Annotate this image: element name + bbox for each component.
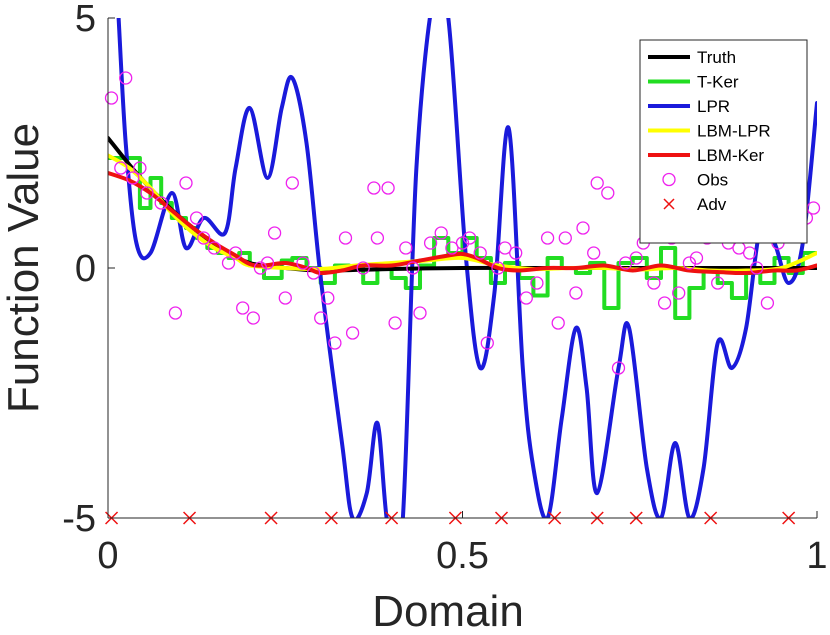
obs-point <box>509 246 523 260</box>
obs-point <box>480 336 494 350</box>
obs-point <box>370 231 385 245</box>
legend-label-obs: Obs <box>697 171 728 190</box>
legend-box <box>639 39 808 244</box>
obs-point <box>267 226 282 240</box>
y-tick-label: -5 <box>62 498 96 540</box>
obs-point <box>618 256 633 270</box>
legend-label-t-ker: T-Ker <box>697 73 739 92</box>
obs-point <box>558 231 572 245</box>
obs-point <box>246 311 260 325</box>
obs-point <box>126 171 140 185</box>
obs-point <box>742 246 757 260</box>
obs-point <box>760 296 775 310</box>
legend-swatch-obs <box>662 172 676 187</box>
legend-label-lbm-ker: LBM-Ker <box>697 146 764 165</box>
legend-swatch-adv <box>663 198 675 210</box>
obs-point <box>306 266 321 280</box>
obs-point <box>328 336 342 350</box>
obs-point <box>381 181 395 195</box>
obs-point <box>367 181 381 195</box>
series-line-lbm-ker <box>108 171 817 276</box>
obs-point <box>462 231 477 245</box>
axes-layer: 0 0.5 1-505 <box>62 0 827 577</box>
obs-point <box>611 361 626 375</box>
obs-point <box>356 261 370 275</box>
obs-point <box>133 161 147 175</box>
obs-point <box>197 231 211 245</box>
obs-point <box>587 246 601 260</box>
obs-point <box>221 256 236 270</box>
obs-point <box>114 161 128 175</box>
obs-point <box>576 221 590 235</box>
obs-point <box>388 316 402 330</box>
obs-point <box>711 276 725 290</box>
obs-point <box>423 236 438 250</box>
legend-label-truth: Truth <box>697 48 736 67</box>
obs-point <box>168 306 183 320</box>
x-tick-label: 1 <box>806 535 827 577</box>
obs-point <box>647 276 661 290</box>
obs-point <box>189 211 204 225</box>
x-axis-label: Domain <box>372 587 524 635</box>
obs-point <box>519 291 533 305</box>
obs-point <box>530 276 544 290</box>
obs-point <box>434 226 448 240</box>
series-line-lpr <box>116 18 817 518</box>
obs-point <box>590 176 604 190</box>
x-tick-label: 0.5 <box>436 535 489 577</box>
obs-point <box>278 291 292 305</box>
obs-point <box>228 246 243 260</box>
obs-point <box>473 246 487 260</box>
obs-point <box>154 196 168 210</box>
legend-label-lbm-lpr: LBM-LPR <box>697 122 771 141</box>
obs-point <box>140 186 154 200</box>
y-tick-label: 0 <box>75 248 96 290</box>
obs-point <box>321 291 335 305</box>
obs-point <box>119 71 133 85</box>
obs-point <box>551 316 565 330</box>
obs-point <box>314 311 328 325</box>
x-tick-label: 0 <box>97 535 118 577</box>
obs-point <box>260 256 275 270</box>
obs-point <box>236 301 250 315</box>
obs-point <box>455 236 470 250</box>
obs-point <box>445 241 459 255</box>
obs-point <box>338 231 353 245</box>
obs-point <box>179 176 193 190</box>
obs-point <box>406 261 420 275</box>
obs-point <box>672 286 686 300</box>
obs-point <box>629 251 643 265</box>
y-tick-label: 5 <box>75 0 96 40</box>
obs-point <box>689 251 704 265</box>
obs-point <box>498 241 512 255</box>
obs-point <box>285 176 299 190</box>
legend-label-adv: Adv <box>697 195 727 214</box>
legend-label-lpr: LPR <box>697 97 730 116</box>
obs-point <box>569 286 583 300</box>
obs-point <box>399 241 413 255</box>
obs-point <box>104 91 119 105</box>
obs-point <box>413 306 427 320</box>
obs-point <box>207 241 221 255</box>
y-axis-label: Function Value <box>0 123 48 413</box>
obs-point <box>296 256 310 270</box>
obs-point <box>540 231 555 245</box>
obs-point <box>750 261 764 275</box>
legend: Truth T-Ker LPR LBM-LPR LBM-Ker Obs Adv <box>639 39 808 244</box>
obs-point <box>657 296 672 310</box>
obs-point <box>253 261 268 275</box>
obs-point <box>491 261 505 275</box>
obs-point <box>601 186 615 200</box>
obs-point <box>345 326 360 340</box>
obs-point <box>682 256 697 270</box>
